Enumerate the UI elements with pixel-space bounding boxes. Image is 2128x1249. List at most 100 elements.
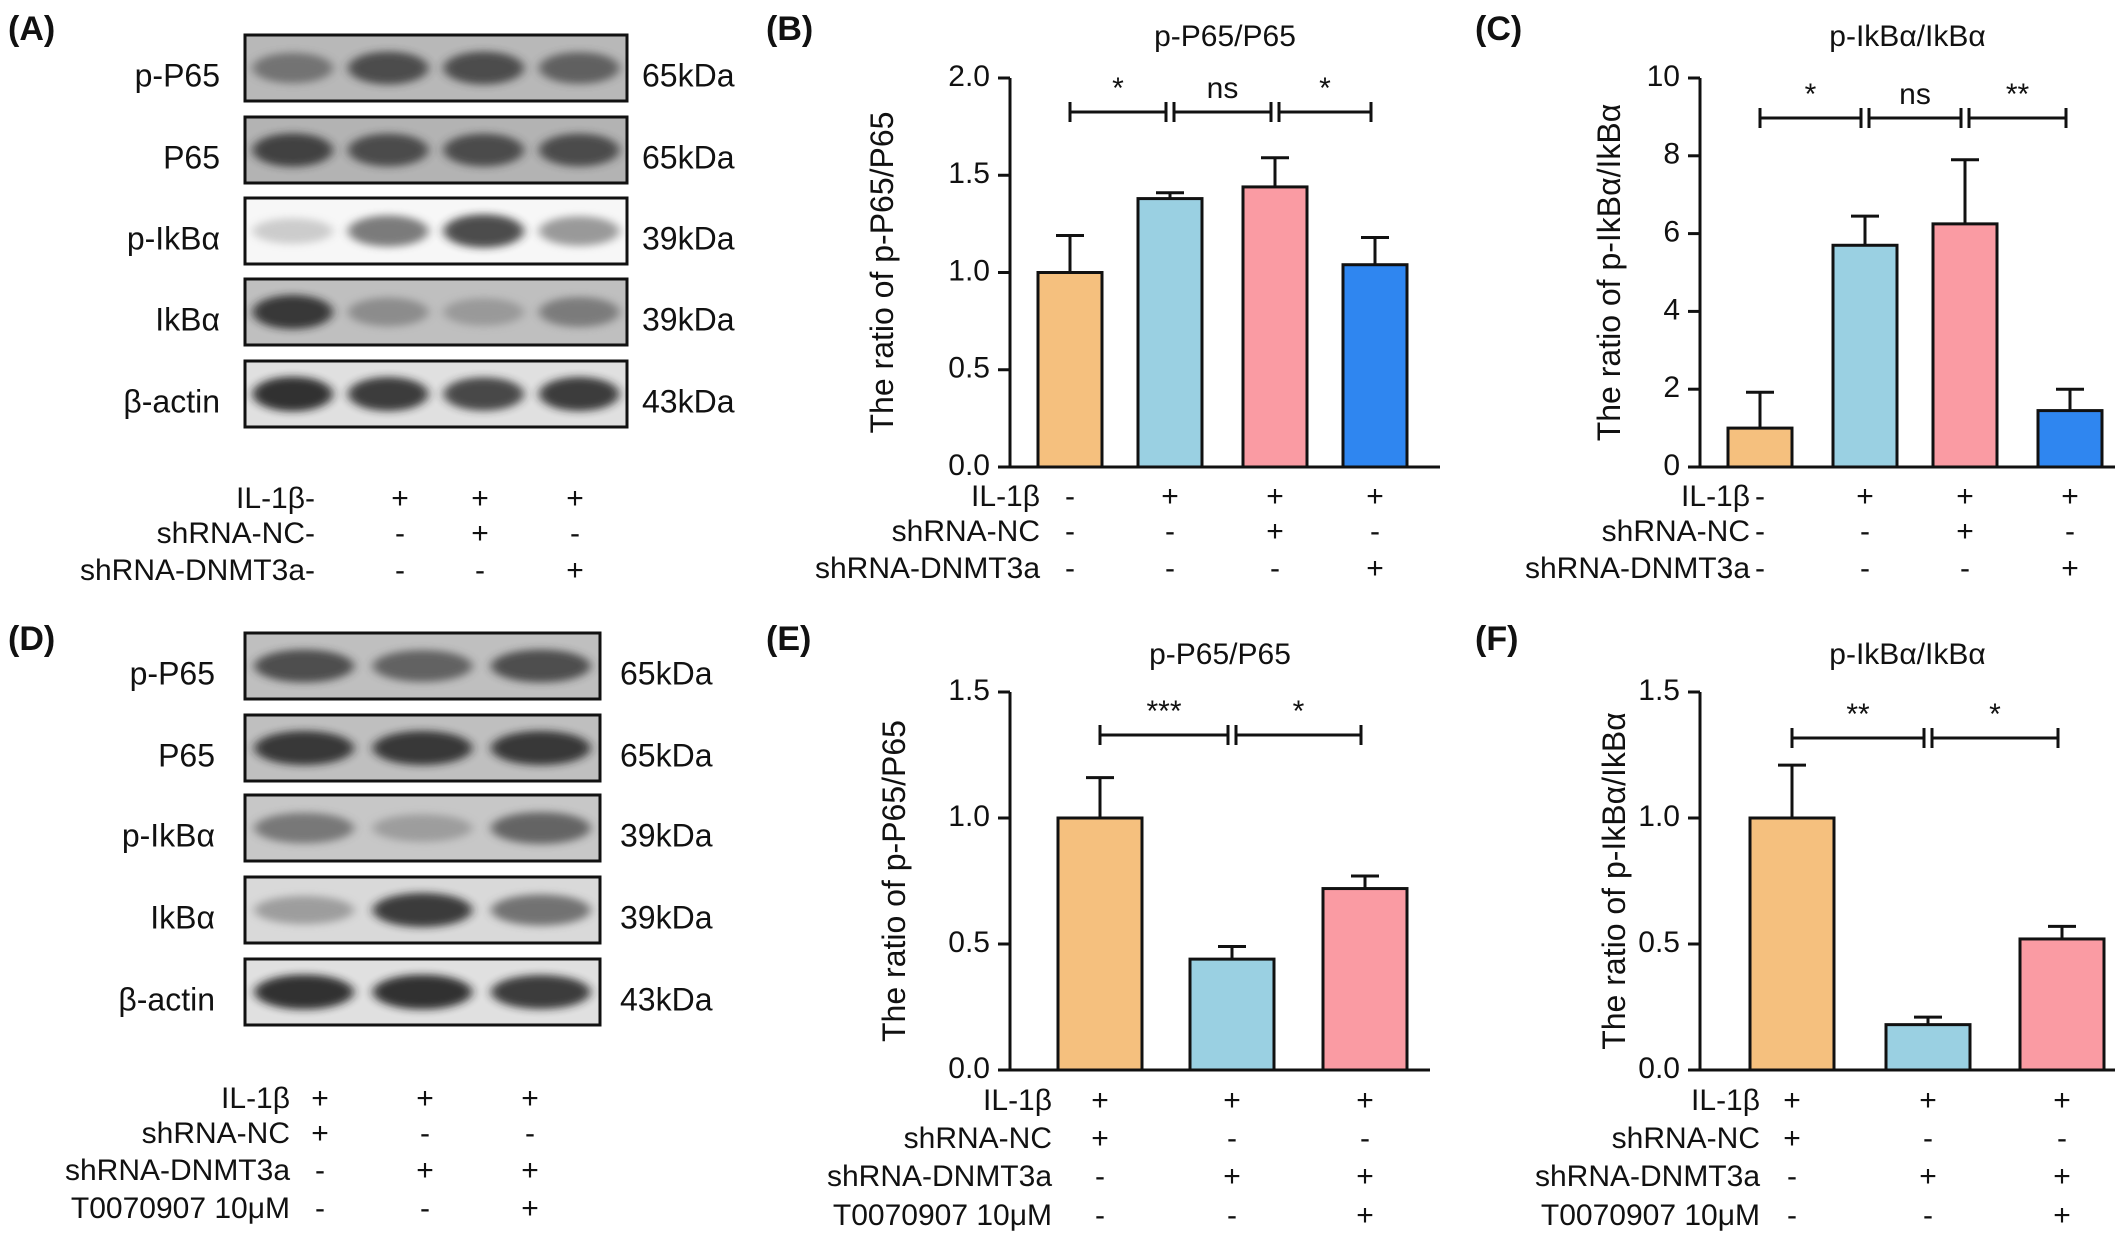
treatment-label: shRNA-NC bbox=[1612, 1122, 1760, 1155]
treatment-mark: - bbox=[1923, 1199, 1933, 1232]
y-tick-label: 0.5 bbox=[1638, 926, 1680, 959]
y-axis-label: The ratio of p-IkBα/IkBα bbox=[1591, 104, 1627, 442]
protein-band bbox=[348, 297, 429, 327]
significance-bracket: * bbox=[1930, 698, 2060, 748]
treatment-mark: - bbox=[1370, 515, 1380, 548]
y-tick-label: 1.0 bbox=[948, 800, 990, 833]
treatment-mark: + bbox=[2053, 1084, 2071, 1117]
treatment-mark: - bbox=[2057, 1122, 2067, 1155]
bar bbox=[1884, 1023, 1972, 1072]
y-tick-label: 1.5 bbox=[1638, 674, 1680, 707]
y-axis-label: The ratio of p-IkBα/IkBα bbox=[1596, 712, 1632, 1050]
western-blot-panel-a: p-P65 65kDa P65 65kDa p-IkBα 39kDa IkBα 39kDa β-… bbox=[80, 33, 735, 587]
protein-label: β-actin bbox=[118, 981, 215, 1017]
significance-bracket: ns bbox=[1867, 78, 1963, 128]
blot-row: p-IkBα 39kDa bbox=[122, 793, 713, 863]
protein-band bbox=[539, 297, 620, 327]
treatment-mark: - bbox=[1755, 480, 1765, 513]
chart-title: p-IkBα/IkBα bbox=[1829, 20, 1985, 53]
treatment-mark: + bbox=[391, 482, 409, 515]
treatment-mark: + bbox=[1956, 515, 1974, 548]
molecular-weight-label: 65kDa bbox=[642, 139, 735, 175]
treatment-mark: + bbox=[2061, 480, 2079, 513]
treatment-mark: + bbox=[471, 517, 489, 550]
treatment-mark: + bbox=[1783, 1084, 1801, 1117]
molecular-weight-label: 65kDa bbox=[620, 737, 713, 773]
molecular-weight-label: 39kDa bbox=[620, 899, 713, 935]
treatment-mark: + bbox=[311, 1117, 329, 1150]
bar bbox=[1241, 185, 1309, 469]
bar-chart-panel-c: p-IkBα/IkBα The ratio of p-IkBα/IkBα 0 2 4 6 8… bbox=[1525, 20, 2115, 585]
treatment-label: shRNA-DNMT3a bbox=[65, 1154, 290, 1187]
treatment-label: shRNA-NC bbox=[1602, 515, 1750, 548]
significance-bracket: * bbox=[1758, 78, 1863, 128]
protein-label: IkBα bbox=[155, 301, 220, 337]
protein-band bbox=[539, 216, 620, 246]
treatment-mark: + bbox=[2053, 1199, 2071, 1232]
protein-band bbox=[539, 133, 620, 167]
treatment-mark: + bbox=[1956, 480, 1974, 513]
protein-band bbox=[443, 377, 524, 411]
significance-bracket: ns bbox=[1172, 72, 1273, 122]
treatment-label: shRNA-DNMT3a bbox=[80, 554, 305, 587]
treatment-label: IL-1β bbox=[983, 1084, 1052, 1117]
treatment-mark: + bbox=[1091, 1122, 1109, 1155]
protein-band bbox=[491, 974, 591, 1010]
protein-band bbox=[254, 812, 354, 844]
protein-band bbox=[252, 294, 333, 330]
treatment-mark: - bbox=[1065, 552, 1075, 585]
significance-label: * bbox=[1112, 72, 1124, 105]
treatment-mark: - bbox=[1165, 515, 1175, 548]
protein-label: p-IkBα bbox=[122, 817, 215, 853]
bar-chart-panel-b: p-P65/P65 The ratio of p-P65/P65 0.0 0.5 1.0… bbox=[815, 20, 1440, 585]
treatment-label: T0070907 10μM bbox=[71, 1192, 290, 1225]
bar bbox=[1341, 263, 1409, 469]
treatment-mark: + bbox=[2053, 1160, 2071, 1193]
treatment-mark: - bbox=[475, 554, 485, 587]
treatment-mark: - bbox=[1755, 515, 1765, 548]
treatment-mark: + bbox=[471, 482, 489, 515]
treatment-mark: - bbox=[1065, 515, 1075, 548]
y-tick-label: 2.0 bbox=[948, 60, 990, 93]
treatment-mark: - bbox=[420, 1117, 430, 1150]
significance-label: ns bbox=[1899, 78, 1931, 111]
y-tick-label: 0.0 bbox=[948, 1052, 990, 1085]
blot-row: p-IkBα 39kDa bbox=[127, 196, 735, 266]
protein-band bbox=[443, 298, 524, 326]
treatment-mark: + bbox=[1223, 1160, 1241, 1193]
blot-row: P65 65kDa bbox=[163, 115, 735, 185]
protein-band bbox=[372, 650, 473, 682]
significance-label: ns bbox=[1207, 72, 1239, 105]
treatment-label: shRNA-DNMT3a bbox=[815, 552, 1040, 585]
y-tick-label: 0.5 bbox=[948, 352, 990, 385]
significance-label: ** bbox=[2006, 78, 2030, 111]
protein-band bbox=[254, 974, 354, 1010]
treatment-mark: + bbox=[1919, 1160, 1937, 1193]
y-tick-label: 0 bbox=[1663, 449, 1680, 482]
y-tick-label: 8 bbox=[1663, 138, 1680, 171]
treatment-mark: + bbox=[1223, 1084, 1241, 1117]
treatment-mark: - bbox=[1227, 1199, 1237, 1232]
treatment-mark: + bbox=[416, 1154, 434, 1187]
treatment-mark: - bbox=[1165, 552, 1175, 585]
treatment-mark: - bbox=[1360, 1122, 1370, 1155]
treatment-mark: + bbox=[1783, 1122, 1801, 1155]
protein-label: p-P65 bbox=[130, 655, 215, 691]
treatment-mark: + bbox=[416, 1082, 434, 1115]
treatment-mark: - bbox=[1270, 552, 1280, 585]
bar bbox=[1136, 197, 1204, 469]
treatment-label: shRNA-DNMT3a bbox=[1535, 1160, 1760, 1193]
treatment-mark: - bbox=[1860, 515, 1870, 548]
bar bbox=[1056, 816, 1144, 1072]
treatment-label: T0070907 10μM bbox=[833, 1199, 1052, 1232]
protein-band bbox=[252, 133, 333, 167]
bar bbox=[1188, 957, 1276, 1072]
treatment-mark: + bbox=[1356, 1160, 1374, 1193]
protein-band bbox=[491, 649, 591, 683]
protein-band bbox=[443, 133, 524, 167]
blot-row: p-P65 65kDa bbox=[135, 33, 735, 103]
y-tick-label: 2 bbox=[1663, 371, 1680, 404]
molecular-weight-label: 39kDa bbox=[642, 301, 735, 337]
treatment-mark: - bbox=[305, 517, 315, 550]
